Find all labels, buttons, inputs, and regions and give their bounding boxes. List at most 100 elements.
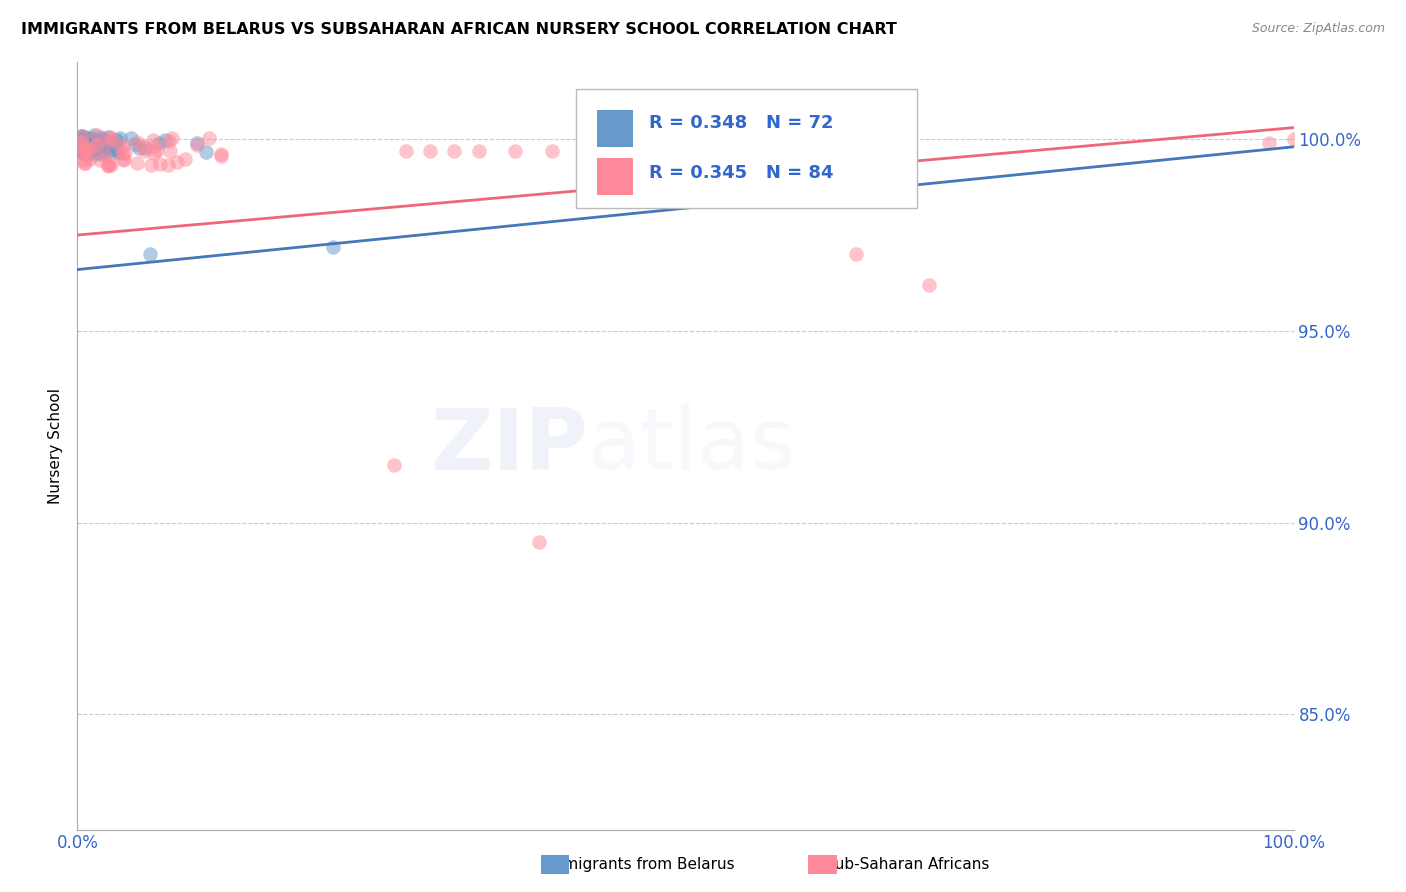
Point: [75, 136, 97, 151]
Point: [75, 144, 97, 158]
Point: [124, 136, 146, 151]
Point: [153, 133, 176, 147]
Text: R = 0.345   N = 84: R = 0.345 N = 84: [650, 164, 834, 183]
Point: [70, 128, 93, 143]
Point: [72, 145, 94, 160]
Point: [97, 136, 120, 150]
Text: ZIP: ZIP: [430, 404, 588, 488]
Point: [96, 141, 118, 155]
Point: [143, 139, 166, 153]
Point: [75, 137, 97, 152]
Point: [120, 131, 142, 145]
Point: [77, 134, 100, 148]
Point: [540, 144, 562, 158]
Point: [83, 140, 105, 154]
Point: [127, 136, 149, 150]
Point: [79, 152, 101, 166]
Point: [84, 139, 107, 153]
Point: [70, 135, 93, 149]
Point: [104, 137, 127, 152]
Point: [96, 157, 118, 171]
Point: [83, 135, 105, 149]
Point: [98, 157, 121, 171]
Point: [82, 136, 104, 151]
Point: [90, 130, 112, 145]
Text: IMMIGRANTS FROM BELARUS VS SUBSAHARAN AFRICAN NURSERY SCHOOL CORRELATION CHART: IMMIGRANTS FROM BELARUS VS SUBSAHARAN AF…: [21, 22, 897, 37]
Point: [89, 147, 111, 161]
Point: [80, 133, 103, 147]
Point: [503, 144, 526, 158]
Point: [589, 144, 612, 158]
Bar: [596, 158, 633, 195]
FancyBboxPatch shape: [576, 89, 917, 208]
Point: [186, 137, 208, 152]
Point: [83, 141, 105, 155]
Point: [86, 128, 108, 143]
Point: [96, 134, 118, 148]
Point: [89, 153, 111, 168]
Point: [112, 138, 135, 153]
Point: [110, 141, 132, 155]
Point: [70, 145, 93, 159]
Point: [69, 145, 91, 159]
Point: [103, 142, 125, 156]
Point: [70, 135, 93, 149]
Point: [90, 131, 112, 145]
Point: [467, 144, 489, 158]
Point: [159, 145, 181, 159]
Text: atlas: atlas: [588, 404, 796, 488]
Point: [114, 146, 136, 161]
Point: [845, 247, 868, 261]
Point: [198, 131, 221, 145]
Bar: [596, 110, 633, 147]
Point: [76, 139, 98, 153]
Point: [69, 144, 91, 158]
Point: [80, 134, 103, 148]
Point: [77, 140, 100, 154]
Text: Immigrants from Belarus: Immigrants from Belarus: [544, 857, 735, 872]
Point: [73, 141, 96, 155]
Point: [1282, 132, 1305, 146]
Point: [111, 145, 134, 160]
Point: [82, 131, 104, 145]
Point: [134, 141, 156, 155]
Point: [72, 153, 94, 167]
Point: [87, 136, 110, 150]
Point: [79, 145, 101, 160]
Point: [82, 140, 104, 154]
Point: [73, 137, 96, 152]
Point: [80, 132, 103, 146]
Point: [94, 149, 117, 163]
Point: [166, 155, 188, 169]
Point: [145, 143, 167, 157]
Point: [173, 152, 195, 166]
Point: [112, 153, 135, 168]
Point: [105, 133, 128, 147]
Point: [86, 135, 108, 149]
Text: Source: ZipAtlas.com: Source: ZipAtlas.com: [1251, 22, 1385, 36]
Y-axis label: Nursery School: Nursery School: [48, 388, 63, 504]
Point: [134, 145, 156, 159]
Point: [101, 131, 124, 145]
Point: [73, 136, 96, 151]
Point: [382, 458, 405, 472]
Point: [149, 157, 172, 171]
Point: [75, 135, 97, 149]
Point: [139, 247, 162, 261]
Point: [157, 134, 180, 148]
Point: [395, 144, 418, 158]
Point: [75, 130, 97, 145]
Point: [77, 141, 100, 155]
Point: [87, 142, 110, 156]
Point: [94, 145, 117, 159]
Point: [97, 159, 120, 173]
Point: [72, 136, 94, 150]
Point: [107, 145, 129, 160]
Point: [101, 136, 124, 150]
Point: [160, 131, 183, 145]
Point: [83, 146, 105, 161]
Point: [128, 141, 150, 155]
Point: [209, 149, 232, 163]
Point: [97, 135, 120, 149]
Point: [69, 131, 91, 145]
